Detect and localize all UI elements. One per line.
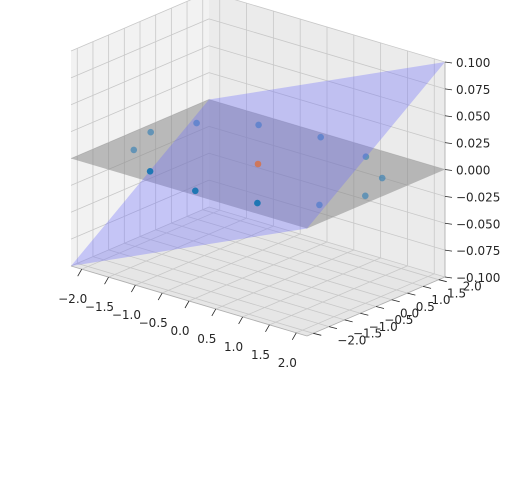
scatter-points-front <box>146 168 261 207</box>
y-tick-mark <box>360 312 369 316</box>
tick-marks <box>77 61 453 341</box>
x-tick-mark <box>291 332 297 341</box>
gridline-y-floor <box>108 249 345 321</box>
z-tick-label: 0.000 <box>456 164 490 178</box>
x-tick-mark <box>157 292 163 301</box>
x-tick-label: −0.5 <box>139 316 168 330</box>
scatter-point <box>254 199 261 207</box>
gridline-z-left <box>70 72 210 132</box>
y-tick-mark <box>328 326 338 330</box>
x-tick-label: 0.0 <box>170 324 189 338</box>
scatter-point <box>192 187 199 195</box>
z-tick-label: 0.075 <box>456 83 490 97</box>
gridline-z-back <box>234 0 446 63</box>
gridline-y-floor <box>186 216 424 287</box>
y-tick-mark <box>344 319 353 323</box>
y-tick-label: 2.0 <box>463 280 482 294</box>
scatter-point <box>193 119 200 127</box>
x-tick-label: 2.0 <box>278 356 297 370</box>
x-tick-label: −2.0 <box>58 292 87 306</box>
z-tick-mark <box>444 169 453 171</box>
y-tick-label: −1.0 <box>369 320 398 334</box>
gridline-z-left <box>70 45 210 106</box>
x-tick-label: −1.0 <box>112 308 141 322</box>
gridline-z-left <box>70 206 210 267</box>
x-tick-mark <box>211 308 217 317</box>
x-tick-label: 1.5 <box>251 348 270 362</box>
scatter-point <box>362 192 369 200</box>
scatter-point <box>130 146 138 154</box>
gridline-y-floor <box>92 256 330 327</box>
z-tick-label: 0.100 <box>456 56 490 70</box>
y-tick-mark <box>438 279 447 283</box>
z-tick-label: −0.025 <box>456 190 500 204</box>
gridline-z-back <box>208 72 446 144</box>
gridline-z-left <box>70 18 210 79</box>
y-tick-label: 0.0 <box>400 307 419 321</box>
scatter-points-back <box>130 119 386 209</box>
z-tick-mark <box>444 61 453 64</box>
y-tick-mark <box>422 285 432 289</box>
y-tick-label: 0.5 <box>416 300 435 314</box>
y-tick-label: 1.0 <box>431 293 450 307</box>
y-tick-mark <box>391 299 400 303</box>
z-tick-mark <box>444 142 453 145</box>
gridline-y-floor <box>202 209 439 281</box>
highlight-point <box>254 160 262 168</box>
gridline-z-left <box>70 0 192 52</box>
scatter-point <box>362 153 370 160</box>
y-tick-mark <box>407 292 416 296</box>
y-tick-label: −0.5 <box>384 313 413 327</box>
y-tick-label: −2.0 <box>337 333 366 347</box>
gridline-z-back <box>208 18 446 90</box>
scatter-point <box>378 174 386 182</box>
x-tick-mark <box>131 284 136 293</box>
gridline-z-back <box>208 45 446 117</box>
x-tick-mark <box>104 276 109 285</box>
tilted-plane <box>71 62 445 266</box>
z-tick-label: −0.075 <box>456 244 500 258</box>
z-tick-mark <box>444 88 453 91</box>
z-tick-mark <box>444 249 453 252</box>
scatter-point <box>255 121 262 129</box>
x-tick-mark <box>77 268 83 277</box>
gridline-y-floor <box>139 236 377 307</box>
x-tick-mark <box>184 300 190 309</box>
y-tick-mark <box>375 306 385 309</box>
x-tick-label: −1.5 <box>85 300 114 314</box>
z-tick-label: 0.025 <box>456 137 490 151</box>
z-tick-mark <box>444 276 453 279</box>
y-tick-label: 1.5 <box>447 286 466 300</box>
gridline-y-floor <box>124 242 361 314</box>
z-tick-label: −0.050 <box>456 217 500 231</box>
scatter-point <box>146 168 154 175</box>
z-tick-mark <box>444 222 453 225</box>
gridline-y-floor <box>77 262 314 334</box>
scatter-point <box>317 133 325 141</box>
z-tick-label: 0.050 <box>456 110 490 124</box>
z-tick-label: −0.100 <box>456 271 500 285</box>
y-tick-mark <box>313 332 322 336</box>
x-tick-label: 1.0 <box>224 340 243 354</box>
y-tick-label: −1.5 <box>353 327 382 341</box>
x-tick-mark <box>265 324 270 333</box>
gridline-y-floor <box>171 222 408 294</box>
x-tick-mark <box>238 316 243 325</box>
scatter-point <box>316 201 323 209</box>
x-tick-label: 0.5 <box>197 332 216 346</box>
gridline-z-back <box>208 206 446 278</box>
z-tick-mark <box>444 195 453 198</box>
z-tick-mark <box>444 115 453 118</box>
highlight-point-layer <box>254 160 262 168</box>
tilted-plane-surface <box>71 62 445 266</box>
scatter-point <box>147 128 154 136</box>
tick-labels: −2.0−1.5−1.0−0.50.00.51.01.52.0−2.0−1.5−… <box>58 56 500 370</box>
gridline-y-floor <box>155 229 392 301</box>
